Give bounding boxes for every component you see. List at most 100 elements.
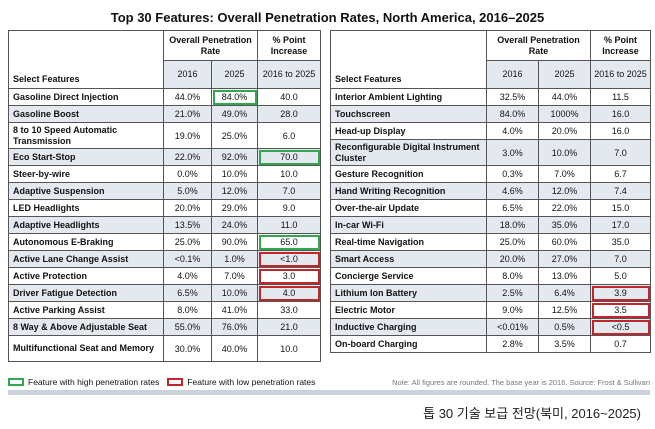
- feature-name: Active Lane Change Assist: [8, 250, 164, 268]
- value-2025: 44.0%: [537, 88, 592, 106]
- source-note: Note: All figures are rounded. The base …: [392, 378, 650, 387]
- feature-name: Autonomous E-Braking: [8, 233, 164, 251]
- table-row: Reconfigurable Digital Instrument Cluste…: [330, 139, 652, 166]
- value-2025: 10.0%: [210, 284, 259, 302]
- value-2016: 6.5%: [486, 199, 539, 217]
- year-2016-header: 2016: [486, 60, 539, 89]
- feature-name: Hand Writing Recognition: [330, 182, 487, 200]
- legend-swatch-low: [167, 378, 184, 386]
- table-row: Real-time Navigation 25.0% 60.0% 35.0: [330, 233, 652, 251]
- point-increase: 7.0: [257, 182, 322, 200]
- value-2016: 4.6%: [486, 182, 539, 200]
- value-2016: 18.0%: [486, 216, 539, 234]
- point-increase: <1.0: [257, 250, 322, 268]
- table-row: Electric Motor 9.0% 12.5% 3.5: [330, 301, 652, 319]
- table-row: Multifunctional Seat and Memory 30.0% 40.0…: [8, 335, 322, 362]
- value-2016: <0.01%: [486, 318, 539, 336]
- point-increase: 0.7: [590, 335, 652, 353]
- value-2016: 2.8%: [486, 335, 539, 353]
- point-increase-header: % Point Increase: [590, 30, 652, 61]
- feature-name: Reconfigurable Digital Instrument Cluste…: [330, 139, 487, 166]
- table-row: Concierge Service 8.0% 13.0% 5.0: [330, 267, 652, 285]
- table-row: Inductive Charging <0.01% 0.5% <0.5: [330, 318, 652, 336]
- feature-name: Eco Start-Stop: [8, 148, 164, 166]
- point-increase: 40.0: [257, 88, 322, 106]
- feature-name: 8 to 10 Speed Automatic Transmission: [8, 122, 164, 149]
- table-row: 8 Way & Above Adjustable Seat 55.0% 76.0% 2…: [8, 318, 322, 336]
- feature-name: Head-up Display: [330, 122, 487, 140]
- overall-penetration-header: Overall Penetration Rate: [485, 30, 592, 61]
- table-row: Autonomous E-Braking 25.0% 90.0% 65.0: [8, 233, 322, 251]
- table-row: Gasoline Boost 21.0% 49.0% 28.0: [8, 105, 322, 123]
- value-2025: 12.0%: [537, 182, 592, 200]
- table-row: In-car Wi-Fi 18.0% 35.0% 17.0: [330, 216, 652, 234]
- feature-name: Lithium Ion Battery: [330, 284, 487, 302]
- table-row: Active Parking Assist 8.0% 41.0% 33.0: [8, 301, 322, 319]
- value-2025: 20.0%: [537, 122, 592, 140]
- value-2025: 29.0%: [210, 199, 259, 217]
- select-features-header: Select Features: [330, 30, 487, 89]
- legend-label-low: Feature with low penetration rates: [187, 377, 316, 387]
- point-increase: 5.0: [590, 267, 652, 285]
- table-row: Head-up Display 4.0% 20.0% 16.0: [330, 122, 652, 140]
- point-increase: 10.0: [257, 165, 322, 183]
- feature-name: On-board Charging: [330, 335, 487, 353]
- value-2016: 5.0%: [163, 182, 212, 200]
- features-table-left: Select Features Overall Penetration Rate…: [8, 30, 322, 362]
- value-2025: 27.0%: [537, 250, 592, 268]
- point-increase: 15.0: [590, 199, 652, 217]
- feature-name: Gesture Recognition: [330, 165, 487, 183]
- feature-name: Real-time Navigation: [330, 233, 487, 251]
- table-row: Hand Writing Recognition 4.6% 12.0% 7.4: [330, 182, 652, 200]
- table-row: Smart Access 20.0% 27.0% 7.0: [330, 250, 652, 268]
- overall-penetration-header: Overall Penetration Rate: [162, 30, 259, 61]
- table-row: Active Protection 4.0% 7.0% 3.0: [8, 267, 322, 285]
- feature-name: Inductive Charging: [330, 318, 487, 336]
- feature-name: Smart Access: [330, 250, 487, 268]
- table-row: Gasoline Direct Injection 44.0% 84.0% 40.0: [8, 88, 322, 106]
- feature-name: Interior Ambient Lighting: [330, 88, 487, 106]
- feature-name: Driver Fatigue Detection: [8, 284, 164, 302]
- feature-name: Active Protection: [8, 267, 164, 285]
- point-increase: 11.5: [590, 88, 652, 106]
- point-increase: 4.0: [257, 284, 322, 302]
- value-2025: 49.0%: [210, 105, 259, 123]
- feature-name: Gasoline Boost: [8, 105, 164, 123]
- value-2025: 22.0%: [537, 199, 592, 217]
- table-row: Active Lane Change Assist <0.1% 1.0% <1.0: [8, 250, 322, 268]
- value-2016: 21.0%: [163, 105, 212, 123]
- value-2025: 3.5%: [537, 335, 592, 353]
- value-2016: <0.1%: [163, 250, 212, 268]
- feature-name: Steer-by-wire: [8, 165, 164, 183]
- value-2025: 7.0%: [537, 165, 592, 183]
- value-2025: 41.0%: [210, 301, 259, 319]
- feature-name: 8 Way & Above Adjustable Seat: [8, 318, 164, 336]
- value-2025: 0.5%: [537, 318, 592, 336]
- point-increase: 3.0: [257, 267, 322, 285]
- table-row: Adaptive Headlights 13.5% 24.0% 11.0: [8, 216, 322, 234]
- legend-label-high: Feature with high penetration rates: [28, 377, 160, 387]
- table-row: 8 to 10 Speed Automatic Transmission 19.0…: [8, 122, 322, 149]
- feature-name: Touchscreen: [330, 105, 487, 123]
- point-increase: <0.5: [590, 318, 652, 336]
- value-2025: 1.0%: [210, 250, 259, 268]
- value-2025: 92.0%: [210, 148, 259, 166]
- value-2025: 12.0%: [210, 182, 259, 200]
- value-2025: 25.0%: [210, 122, 259, 149]
- value-2025: 10.0%: [537, 139, 592, 166]
- value-2025: 76.0%: [210, 318, 259, 336]
- year-2016-header: 2016: [163, 60, 212, 89]
- feature-name: Over-the-air Update: [330, 199, 487, 217]
- value-2016: 13.5%: [163, 216, 212, 234]
- point-increase: 6.0: [257, 122, 322, 149]
- value-2025: 35.0%: [537, 216, 592, 234]
- table-row: Lithium Ion Battery 2.5% 6.4% 3.9: [330, 284, 652, 302]
- point-increase: 7.0: [590, 139, 652, 166]
- value-2016: 44.0%: [163, 88, 212, 106]
- feature-name: Multifunctional Seat and Memory: [8, 335, 164, 362]
- value-2025: 1000%: [537, 105, 592, 123]
- legend: Feature with high penetration rates Feat…: [8, 377, 315, 387]
- point-increase: 17.0: [590, 216, 652, 234]
- value-2016: 25.0%: [163, 233, 212, 251]
- value-2025: 13.0%: [537, 267, 592, 285]
